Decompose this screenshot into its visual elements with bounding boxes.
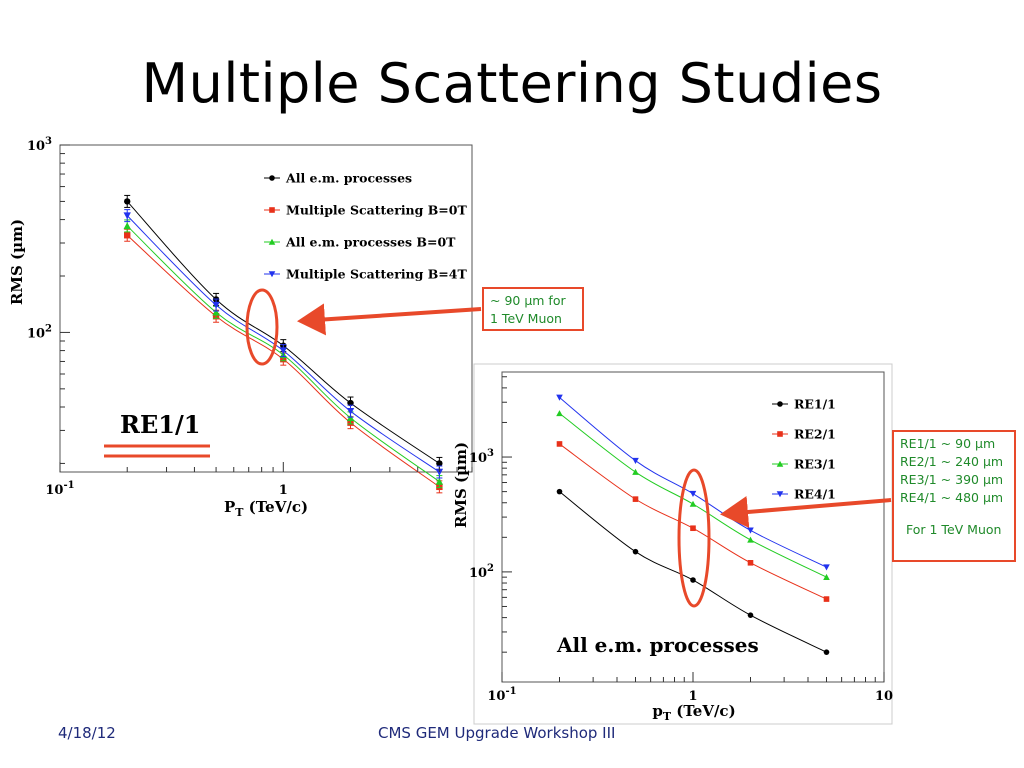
data-point [632,548,639,555]
legend-marker [268,238,276,245]
chart1-ylabel: RMS (µm) [8,219,26,305]
callout-right-line-re31: RE3/1 ~ 390 µm [900,472,1004,487]
legend-marker [777,401,783,407]
data-point [435,477,444,485]
chart1-callout-arrow [297,303,482,336]
data-point [123,212,131,220]
callout-right-note: For 1 TeV Muon [906,522,1002,537]
data-point [556,410,563,417]
x-tick-label: 1 [279,483,288,498]
data-point [346,407,355,415]
data-point [123,222,131,230]
chart-all-em: 10-1 1 10 102 103 RMS (µm) pT (TeV/c) All e.… [452,363,893,725]
y-tick-label: 103 [27,136,52,154]
legend-label: RE3/1 [794,457,836,472]
data-point [689,490,697,497]
callout-left: ~ 90 µm for 1 TeV Muon [482,287,584,331]
legend-label: Multiple Scattering B=0T [286,203,467,218]
data-point [823,573,830,580]
chart2-highlight-ellipse [677,468,711,608]
data-point [632,468,639,475]
chart1-xlabel: PT (TeV/c) [224,498,308,519]
callout-right: RE1/1 ~ 90 µm RE2/1 ~ 240 µm RE3/1 ~ 390… [892,430,1016,562]
legend-marker [776,491,784,498]
legend-marker [269,207,275,213]
legend-label: All e.m. processes [285,171,412,186]
data-point [747,527,754,534]
chart2-callout-arrow [720,496,892,528]
data-point [279,347,287,355]
x-tick-label: 1 [688,689,697,704]
data-point [632,496,639,502]
data-point [747,560,754,566]
chart1-panel-label: RE1/1 [120,410,200,439]
data-point [556,394,563,401]
data-point [690,525,696,532]
callout-left-line-1: ~ 90 µm for [490,293,566,308]
chart1-highlight-ellipse [245,288,279,366]
data-point [212,308,220,316]
data-point [124,232,131,239]
data-point [124,198,131,205]
data-point [632,457,639,464]
chart2-xlabel: pT (TeV/c) [652,702,735,723]
chart-re11: 10-1 1 102 103 RMS (µm) PT (TeV/c) RE1/1 Al… [8,136,473,519]
slide-title: Multiple Scattering Studies [141,52,883,115]
chart2-outer-box [473,363,893,725]
data-point [556,441,563,447]
data-point [747,612,754,618]
data-point [212,301,220,309]
chart1-legend: All e.m. processes Multiple Scattering B=… [264,171,467,282]
data-point [823,596,830,602]
x-tick-label: 10-1 [45,480,74,498]
legend-label: Multiple Scattering B=4T [286,267,467,282]
callout-right-line-re21: RE2/1 ~ 240 µm [900,454,1004,469]
footer-date: 4/18/12 [58,724,116,742]
data-point [556,488,563,495]
legend-label: RE2/1 [794,427,836,442]
y-tick-label: 102 [469,563,494,581]
callout-left-line-2: 1 TeV Muon [490,311,562,326]
x-tick-label: 10 [875,689,893,704]
legend-label: RE4/1 [794,487,836,502]
x-tick-label: 10-1 [487,686,516,704]
legend-label: All e.m. processes B=0T [285,235,456,250]
legend-marker [269,175,275,181]
callout-right-line-re41: RE4/1 ~ 480 µm [900,490,1004,505]
data-point [690,577,696,583]
data-point [823,649,830,655]
data-point [347,399,354,407]
data-point [435,468,444,476]
data-point [689,500,697,507]
footer-center: CMS GEM Upgrade Workshop III [378,724,616,742]
chart2-panel-label: All e.m. processes [556,633,759,657]
data-point [823,564,830,571]
chart2-legend: RE1/1 RE2/1 RE3/1 RE4/1 [772,397,836,502]
y-tick-label: 102 [27,323,52,341]
data-point [747,536,754,543]
chart2-ylabel: RMS (µm) [452,442,470,528]
data-point [436,460,443,467]
y-tick-label: 103 [469,448,494,466]
callout-right-line-re11: RE1/1 ~ 90 µm [900,436,996,451]
legend-marker [776,460,784,467]
legend-marker [777,431,783,437]
legend-marker [268,271,276,278]
legend-label: RE1/1 [794,397,836,412]
